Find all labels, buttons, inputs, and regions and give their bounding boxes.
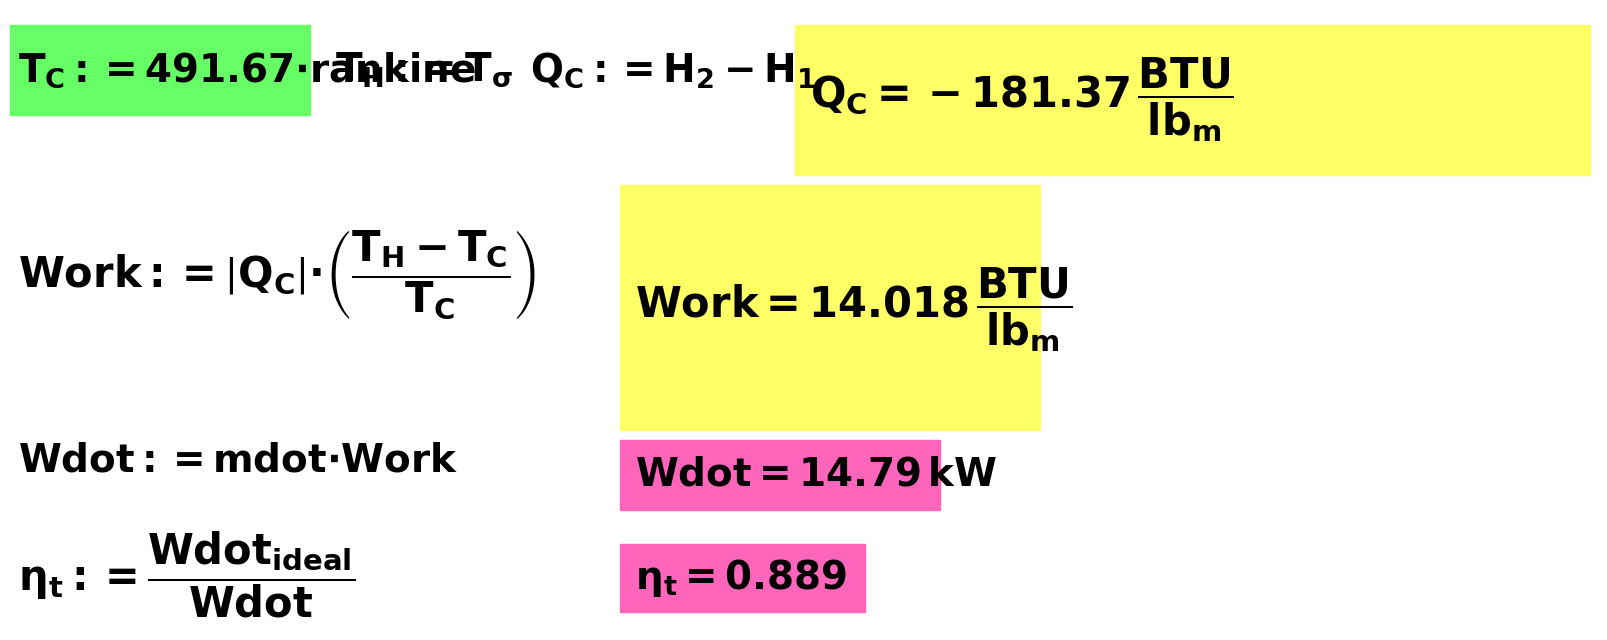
- FancyBboxPatch shape: [620, 185, 1040, 430]
- FancyBboxPatch shape: [10, 25, 310, 115]
- Text: $\mathbf{T_H := T_{\sigma}}$: $\mathbf{T_H := T_{\sigma}}$: [334, 51, 513, 90]
- Text: $\mathbf{\eta_t = 0.889}$: $\mathbf{\eta_t = 0.889}$: [635, 557, 847, 599]
- Text: $\mathbf{Wdot := mdot {\cdot} Work}$: $\mathbf{Wdot := mdot {\cdot} Work}$: [18, 441, 458, 479]
- FancyBboxPatch shape: [620, 440, 940, 510]
- Text: $\mathbf{Q_C := H_2 - H_1}$: $\mathbf{Q_C := H_2 - H_1}$: [530, 50, 815, 90]
- Text: $\mathbf{Wdot = 14.79\,kW}$: $\mathbf{Wdot = 14.79\,kW}$: [635, 456, 996, 494]
- Text: $\mathbf{T_C := 491.67 {\cdot} rankine}$: $\mathbf{T_C := 491.67 {\cdot} rankine}$: [18, 50, 476, 90]
- Text: $\mathbf{Work = 14.018\,\dfrac{BTU}{lb_m}}$: $\mathbf{Work = 14.018\,\dfrac{BTU}{lb_m…: [635, 266, 1072, 355]
- Text: $\mathbf{Work := \left|Q_C\right| {\cdot} \left(\dfrac{T_H - T_C}{T_C}\right)}$: $\mathbf{Work := \left|Q_C\right| {\cdot…: [18, 228, 535, 321]
- Text: $\mathbf{Q_C = -181.37\,\dfrac{BTU}{lb_m}}$: $\mathbf{Q_C = -181.37\,\dfrac{BTU}{lb_m…: [810, 56, 1233, 145]
- FancyBboxPatch shape: [620, 544, 865, 612]
- Text: $\mathbf{\eta_t := \dfrac{Wdot_{ideal}}{Wdot}}$: $\mathbf{\eta_t := \dfrac{Wdot_{ideal}}{…: [18, 530, 355, 620]
- FancyBboxPatch shape: [794, 25, 1589, 175]
